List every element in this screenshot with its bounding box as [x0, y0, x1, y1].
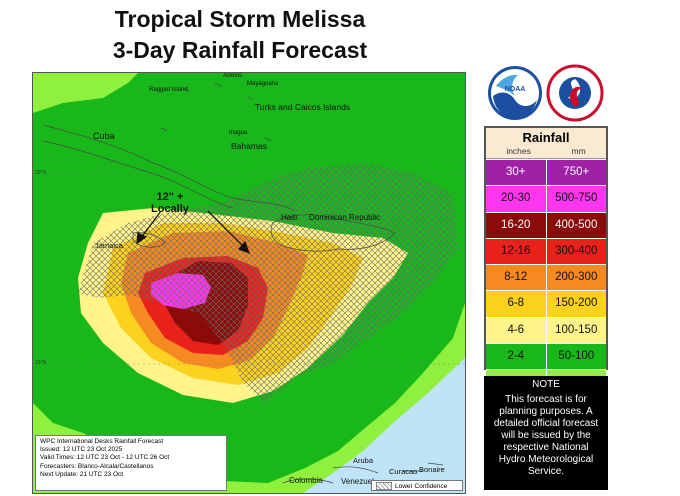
- label-turks-caicos: Turks and Caicos Islands: [255, 102, 351, 112]
- legend-title: Rainfall: [522, 130, 570, 145]
- label-jamaica: Jamaica: [95, 241, 123, 250]
- legend-mm-value: 50-100: [545, 344, 606, 370]
- legend-mm-value: 300-400: [545, 238, 606, 265]
- info-line-4: Forecasters: Blanco-Alcala/Castellanos: [40, 462, 154, 470]
- label-inagua: Inagua: [229, 130, 248, 136]
- legend-row: 4-6 100-150: [486, 316, 606, 344]
- label-cuba: Cuba: [93, 131, 115, 141]
- hatch-swatch: [376, 482, 392, 491]
- forecast-info-box: WPC International Desks Rainfall Forecas…: [35, 435, 227, 491]
- locally-arrows: [136, 210, 251, 255]
- info-line-2: Issued: 12 UTC 23 Oct 2025: [40, 446, 123, 454]
- rainfall-map: Acklins Mayaguana Ragged Island Turks an…: [32, 72, 466, 494]
- locally-annotation-line-2: Locally: [151, 203, 189, 215]
- lower-confidence-key: Lower Confidence: [371, 480, 463, 491]
- legend-mm-value: 200-300: [545, 265, 606, 291]
- info-line-5: Next Update: 21 UTC 23 Oct: [40, 470, 124, 478]
- label-aruba: Aruba: [353, 456, 374, 465]
- label-ragged-island: Ragged Island: [149, 87, 188, 93]
- title-line-1: Tropical Storm Melissa: [114, 6, 366, 32]
- locally-annotation: 12" + Locally: [151, 191, 189, 215]
- label-colombia: Colombia: [289, 476, 323, 485]
- legend-row: 2-4 50-100: [486, 343, 606, 370]
- legend-header: Rainfall inches mm: [486, 128, 606, 159]
- nws-logo: [546, 64, 604, 122]
- rainfall-legend: Rainfall inches mm 30+ 750+ 20-30 500-750 16…: [484, 126, 608, 396]
- zone-1-2-northwest: [33, 73, 138, 113]
- legend-inches-value: 8-12: [486, 265, 546, 291]
- label-dominican-republic: Dominican Republic: [309, 213, 381, 222]
- note-title: NOTE: [532, 379, 560, 390]
- grid-lines: [33, 173, 465, 365]
- legend-row: 16-20 400-500: [486, 211, 606, 238]
- lower-confidence-label: Lower Confidence: [395, 483, 448, 490]
- lat-20-label: 20°N: [35, 170, 47, 176]
- lat-15-label: 15°N: [35, 360, 47, 366]
- label-bahamas: Bahamas: [231, 141, 267, 151]
- rainfall-map-graphic: [33, 73, 465, 493]
- legend-inches-value: 20-30: [486, 186, 546, 212]
- legend-row: 20-30 500-750: [486, 185, 606, 212]
- land-outlines: [42, 82, 444, 484]
- legend-units: inches mm: [486, 146, 606, 156]
- info-line-1: WPC International Desks Rainfall Forecas…: [40, 438, 164, 445]
- note-box: NOTE This forecast is for planning purpo…: [484, 376, 608, 490]
- legend-mm-value: 100-150: [545, 317, 606, 344]
- label-bonaire: Bonaire: [419, 465, 445, 474]
- legend-inches-value: 4-6: [486, 317, 546, 344]
- label-curacao: Curacao: [389, 467, 418, 476]
- legend-rows: 30+ 750+ 20-30 500-750 16-20 400-500 12-16 300-…: [486, 159, 606, 396]
- note-body: This forecast is for planning purposes. …: [493, 394, 599, 477]
- label-haiti: Haiti: [281, 213, 298, 222]
- legend-inches-value: 12-16: [486, 238, 546, 265]
- legend-row: 6-8 150-200: [486, 290, 606, 317]
- legend-inches-value: 16-20: [486, 212, 546, 238]
- title-line-2: 3-Day Rainfall Forecast: [112, 37, 368, 63]
- locally-annotation-line-1: 12" +: [156, 191, 184, 203]
- lower-confidence-area: [78, 163, 458, 403]
- legend-inches-value: 2-4: [486, 344, 546, 370]
- legend-mm-value: 750+: [545, 160, 606, 186]
- legend-mm-value: 150-200: [545, 291, 606, 317]
- label-acklins: Acklins: [223, 73, 243, 79]
- label-mayaguana: Mayaguana: [247, 81, 279, 87]
- legend-mm-value: 500-750: [545, 186, 606, 212]
- legend-row: 8-12 200-300: [486, 264, 606, 291]
- info-line-3: Valid Times: 12 UTC 23 Oct - 12 UTC 26 O…: [40, 454, 170, 462]
- noaa-logo: NOAA: [486, 64, 544, 122]
- label-venezuela: Venezuel: [341, 477, 374, 486]
- map-title: Tropical Storm Melissa 3-Day Rainfall Fo…: [40, 4, 440, 66]
- legend-inches-value: 6-8: [486, 291, 546, 317]
- legend-row: 12-16 300-400: [486, 237, 606, 265]
- legend-row: 30+ 750+: [486, 159, 606, 186]
- legend-mm-value: 400-500: [545, 212, 606, 238]
- legend-inches-value: 30+: [486, 160, 546, 186]
- legend-col-inches: inches: [506, 146, 531, 156]
- noaa-logo-text: NOAA: [505, 86, 526, 93]
- legend-col-mm: mm: [571, 146, 586, 156]
